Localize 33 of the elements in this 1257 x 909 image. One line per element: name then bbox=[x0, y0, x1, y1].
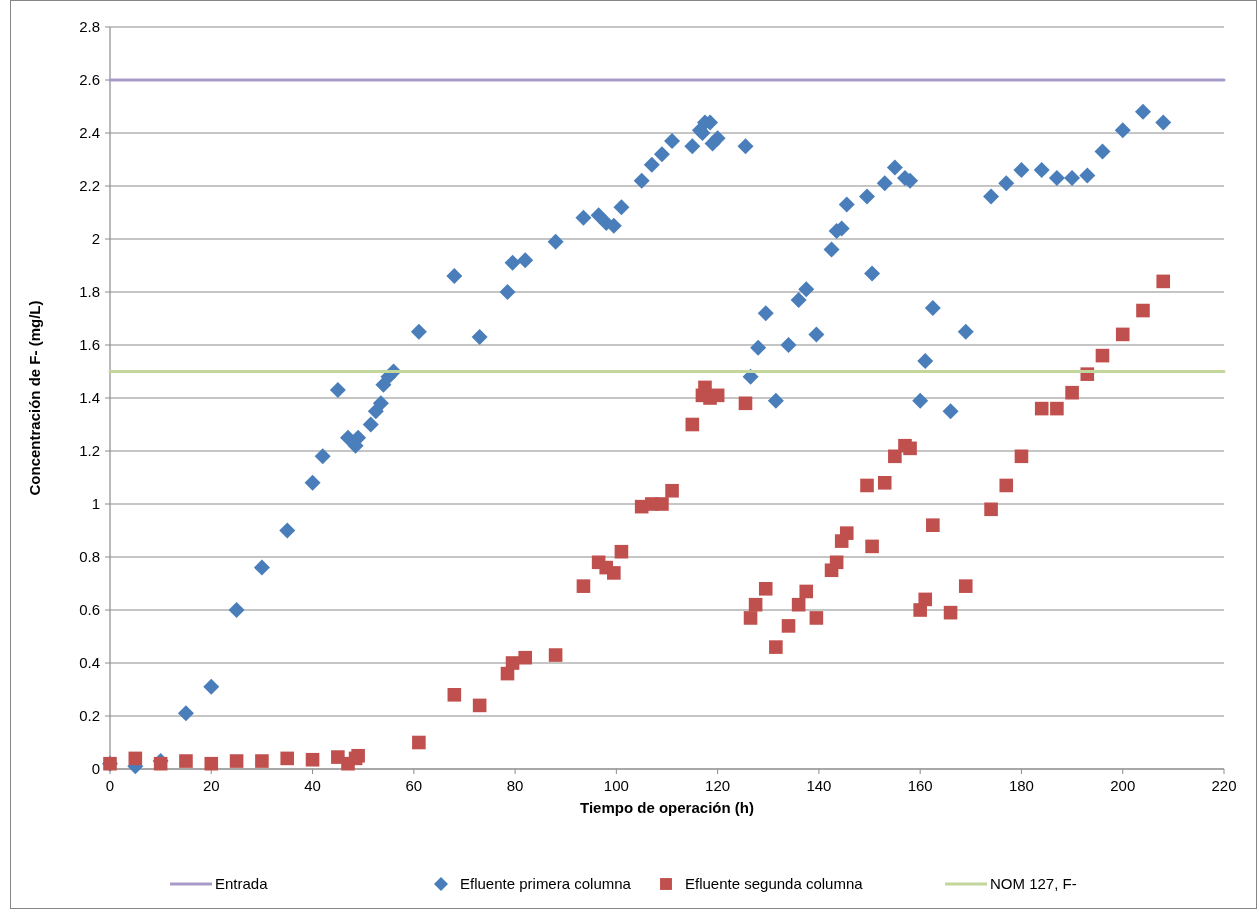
x-tick-label: 80 bbox=[506, 777, 524, 794]
y-tick-label: 0.4 bbox=[79, 654, 100, 672]
x-tick-label: 220 bbox=[1211, 777, 1237, 794]
y-tick-label: 1.8 bbox=[79, 283, 100, 301]
legend-label: Efluente segunda columna bbox=[685, 875, 864, 893]
legend-label: Efluente primera columna bbox=[460, 875, 632, 893]
x-tick-label: 120 bbox=[705, 777, 731, 794]
y-tick-label: 1.2 bbox=[79, 442, 100, 460]
y-tick-label: 2.8 bbox=[79, 18, 100, 36]
x-tick-label: 60 bbox=[405, 777, 423, 794]
y-tick-label: 0.6 bbox=[79, 601, 100, 619]
x-tick-label: 100 bbox=[603, 777, 629, 794]
x-axis-title: Tiempo de operación (h) bbox=[580, 799, 754, 816]
y-tick-label: 0.8 bbox=[79, 548, 100, 566]
x-tick-label: 20 bbox=[202, 777, 220, 794]
x-tick-label: 200 bbox=[1110, 777, 1136, 794]
y-tick-label: 2.6 bbox=[79, 71, 100, 89]
y-tick-label: 2 bbox=[91, 230, 100, 248]
x-tick-label: 140 bbox=[806, 777, 832, 794]
y-tick-label: 2.2 bbox=[79, 177, 100, 195]
y-tick-label: 0.2 bbox=[79, 707, 100, 725]
y-tick-label: 1.4 bbox=[79, 389, 100, 407]
y-tick-label: 1.6 bbox=[79, 336, 100, 354]
x-tick-label: 180 bbox=[1008, 777, 1034, 794]
y-tick-label: 0 bbox=[91, 760, 100, 778]
y-tick-label: 2.4 bbox=[79, 124, 100, 142]
legend-label: NOM 127, F- bbox=[990, 875, 1077, 893]
legend-label: Entrada bbox=[215, 875, 269, 893]
x-tick-label: 0 bbox=[105, 777, 115, 794]
y-tick-label: 1 bbox=[91, 495, 100, 513]
x-tick-label: 40 bbox=[304, 777, 321, 794]
x-tick-label: 160 bbox=[907, 777, 933, 794]
y-axis-title: Concentración de F- (mg/L) bbox=[26, 300, 43, 496]
